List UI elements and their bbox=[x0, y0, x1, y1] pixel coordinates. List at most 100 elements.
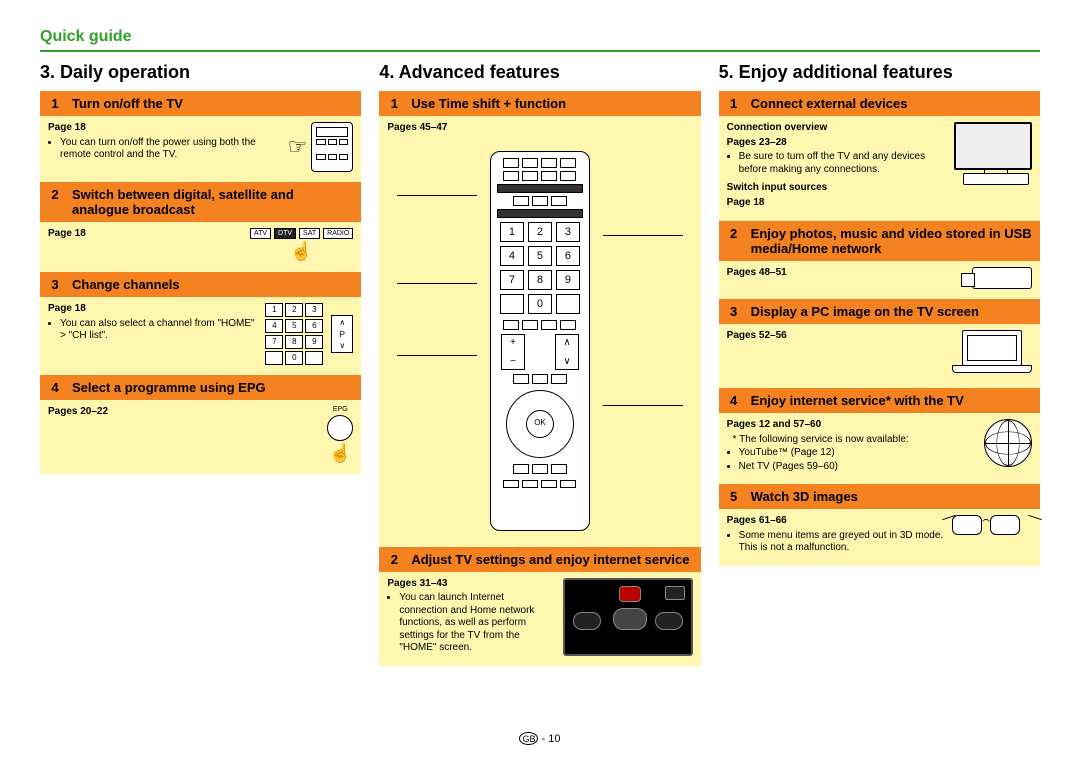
c1s3-head: 3 Change channels bbox=[40, 272, 361, 297]
c3s4-lead: * The following service is now available… bbox=[727, 434, 976, 447]
page-footer: GB - 10 bbox=[0, 732, 1080, 745]
c1s4-body: Pages 20–22 EPG ☝ bbox=[40, 400, 361, 474]
c3s2-illus bbox=[972, 267, 1032, 289]
col-daily-operation: 3. Daily operation 1 Turn on/off the TV … bbox=[40, 62, 361, 666]
c2s2-head: 2 Adjust TV settings and enjoy internet … bbox=[379, 547, 700, 572]
usb-stick-icon bbox=[972, 267, 1032, 289]
radio-btn: RADIO bbox=[323, 228, 353, 239]
c3s5-text: Pages 61–66 Some menu items are greyed o… bbox=[727, 515, 944, 556]
c3s3-label: Display a PC image on the TV screen bbox=[751, 304, 1032, 319]
dtv-btn: DTV bbox=[274, 228, 296, 239]
full-remote-icon: 123 456 789 0 +−∧∨ bbox=[490, 151, 590, 531]
c1s4-pageref: Pages 20–22 bbox=[48, 406, 319, 419]
c3s4-b1: Net TV (Pages 59–60) bbox=[739, 461, 976, 474]
c2s1-head: 1 Use Time shift + function bbox=[379, 91, 700, 116]
c1s3-text: Page 18 You can also select a channel fr… bbox=[48, 303, 257, 344]
c3s5-illus bbox=[952, 515, 1032, 545]
c2s2-label: Adjust TV settings and enjoy internet se… bbox=[411, 552, 692, 567]
c3s2-label: Enjoy photos, music and video stored in … bbox=[751, 226, 1032, 256]
c1s4-label: Select a programme using EPG bbox=[72, 380, 353, 395]
c3s4-num: 4 bbox=[727, 393, 741, 408]
c1s1-head: 1 Turn on/off the TV bbox=[40, 91, 361, 116]
col-additional-features: 5. Enjoy additional features 1 Connect e… bbox=[719, 62, 1040, 666]
c3s5-label: Watch 3D images bbox=[751, 489, 1032, 504]
c2s2-num: 2 bbox=[387, 552, 401, 567]
columns: 3. Daily operation 1 Turn on/off the TV … bbox=[40, 62, 1040, 666]
c1s3-num: 3 bbox=[48, 277, 62, 292]
col2-title: 4. Advanced features bbox=[379, 62, 700, 83]
c1s2-text: Page 18 bbox=[48, 228, 242, 243]
c2s1-text: Pages 45–47 bbox=[387, 122, 692, 137]
c1s4-num: 4 bbox=[48, 380, 62, 395]
c3s3-pageref: Pages 52–56 bbox=[727, 330, 944, 343]
c1s2-num: 2 bbox=[48, 187, 62, 202]
press-finger-icon: ☝ bbox=[290, 241, 312, 262]
c1s1-illus: ☞ bbox=[288, 122, 354, 172]
c3s5-b0: Some menu items are greyed out in 3D mod… bbox=[739, 530, 944, 555]
3d-glasses-icon bbox=[952, 515, 1032, 545]
c1s1-text: Page 18 You can turn on/off the power us… bbox=[48, 122, 280, 163]
c3s1-pageref2: Page 18 bbox=[727, 197, 946, 210]
c1s2-body: Page 18 ATV DTV SAT RADIO ☝ bbox=[40, 222, 361, 272]
col1-title: 3. Daily operation bbox=[40, 62, 361, 83]
c2s2-body: Pages 31–43 You can launch Internet conn… bbox=[379, 572, 700, 666]
green-rule bbox=[40, 50, 1040, 52]
tv-home-screen-icon bbox=[563, 578, 693, 656]
c3s2-head: 2 Enjoy photos, music and video stored i… bbox=[719, 221, 1040, 261]
c3s2-pageref: Pages 48–51 bbox=[727, 267, 964, 280]
broadcast-btns: ATV DTV SAT RADIO bbox=[250, 228, 353, 239]
c1s4-illus: EPG ☝ bbox=[327, 406, 353, 464]
c3s3-body: Pages 52–56 bbox=[719, 324, 1040, 388]
c1s1-num: 1 bbox=[48, 96, 62, 111]
c3s2-body: Pages 48–51 bbox=[719, 261, 1040, 299]
rocker-up: ∧ bbox=[339, 318, 345, 327]
col3-title: 5. Enjoy additional features bbox=[719, 62, 1040, 83]
c1s2-illus: ATV DTV SAT RADIO ☝ bbox=[250, 228, 353, 262]
rocker-down: ∨ bbox=[339, 341, 345, 350]
c3s1-label: Connect external devices bbox=[751, 96, 1032, 111]
c3s3-illus bbox=[952, 330, 1032, 378]
c1s3-b0: You can also select a channel from "HOME… bbox=[60, 318, 257, 343]
c1s4-text: Pages 20–22 bbox=[48, 406, 319, 421]
c1s2-pageref: Page 18 bbox=[48, 228, 242, 241]
c3s5-pageref: Pages 61–66 bbox=[727, 515, 944, 528]
c1s2-label: Switch between digital, satellite and an… bbox=[72, 187, 353, 217]
c3s2-num: 2 bbox=[727, 226, 741, 241]
rocker-mid: P bbox=[340, 330, 345, 339]
footer-region: GB bbox=[519, 732, 538, 745]
c3s1-text: Connection overview Pages 23–28 Be sure … bbox=[727, 122, 946, 211]
c3s1-num: 1 bbox=[727, 96, 741, 111]
c3s5-head: 5 Watch 3D images bbox=[719, 484, 1040, 509]
c3s2-text: Pages 48–51 bbox=[727, 267, 964, 282]
c1s4-head: 4 Select a programme using EPG bbox=[40, 375, 361, 400]
press-finger-icon-2: ☝ bbox=[329, 443, 351, 464]
c2s1-illus: 123 456 789 0 +−∧∨ bbox=[387, 145, 692, 537]
footer-sep: - bbox=[538, 733, 548, 745]
c3s4-illus bbox=[984, 419, 1032, 467]
c2s1-num: 1 bbox=[387, 96, 401, 111]
c1s1-b0: You can turn on/off the power using both… bbox=[60, 137, 280, 162]
quick-guide-title: Quick guide bbox=[40, 28, 1040, 46]
epg-button-icon bbox=[327, 415, 353, 441]
c2s2-illus bbox=[563, 578, 693, 656]
c3s1-sub1: Connection overview bbox=[727, 122, 946, 135]
c2s1-pageref: Pages 45–47 bbox=[387, 122, 692, 135]
c1s1-body: Page 18 You can turn on/off the power us… bbox=[40, 116, 361, 182]
sat-btn: SAT bbox=[299, 228, 320, 239]
tv-device-icon bbox=[954, 122, 1032, 170]
c3s4-label: Enjoy internet service* with the TV bbox=[751, 393, 1032, 408]
c3s4-head: 4 Enjoy internet service* with the TV bbox=[719, 388, 1040, 413]
c1s3-label: Change channels bbox=[72, 277, 353, 292]
footer-page: 10 bbox=[548, 733, 560, 745]
c2s1-body: Pages 45–47 123 bbox=[379, 116, 700, 547]
c3s1-illus bbox=[954, 122, 1032, 185]
c3s1-body: Connection overview Pages 23–28 Be sure … bbox=[719, 116, 1040, 221]
remote-top-icon bbox=[311, 122, 353, 172]
c3s1-b0: Be sure to turn off the TV and any devic… bbox=[739, 151, 946, 176]
c1s3-body: Page 18 You can also select a channel fr… bbox=[40, 297, 361, 375]
c3s1-sub2: Switch input sources bbox=[727, 182, 946, 195]
atv-btn: ATV bbox=[250, 228, 271, 239]
c1s1-pageref: Page 18 bbox=[48, 122, 280, 135]
col-advanced-features: 4. Advanced features 1 Use Time shift + … bbox=[379, 62, 700, 666]
c3s3-head: 3 Display a PC image on the TV screen bbox=[719, 299, 1040, 324]
